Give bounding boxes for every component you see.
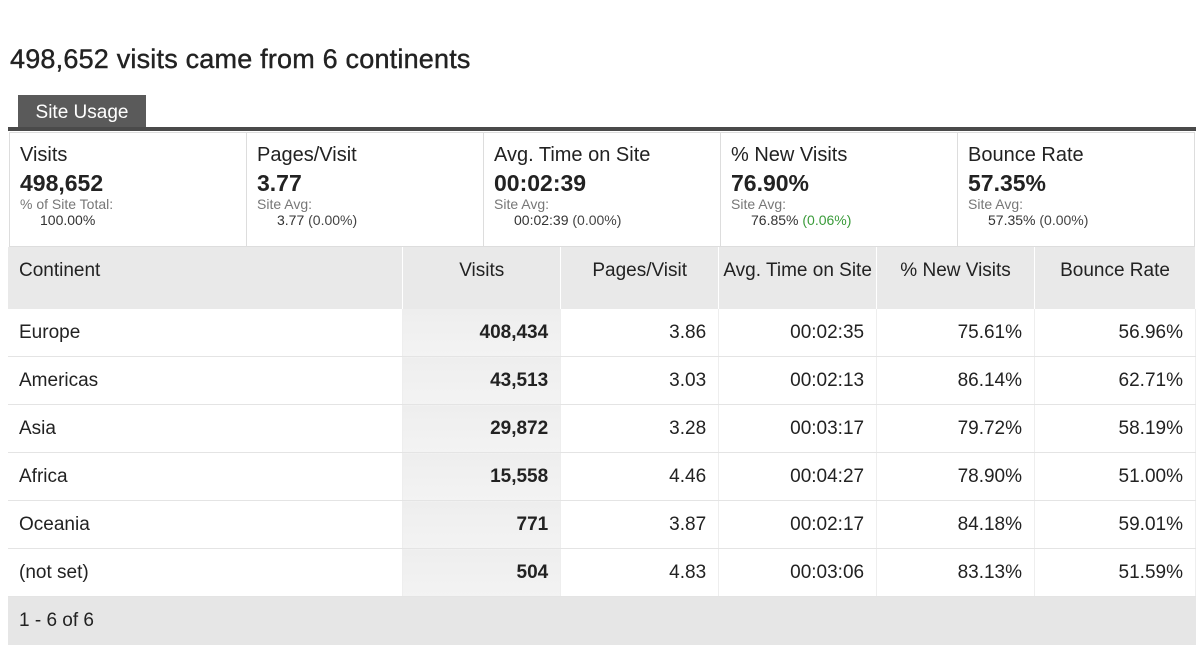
metric-sub: 3.77 (0.00%) bbox=[257, 212, 483, 228]
table-row: Americas 43,513 3.03 00:02:13 86.14% 62.71% bbox=[8, 356, 1196, 405]
continent-cell: Europe bbox=[8, 309, 404, 357]
tab[interactable]: Site Usage bbox=[18, 95, 146, 128]
metric-cell: 4.46 bbox=[560, 452, 720, 501]
metric-cell: 56.96% bbox=[1034, 309, 1196, 357]
metric-cell: 00:03:17 bbox=[718, 404, 878, 453]
metric-cell: 00:02:13 bbox=[718, 356, 878, 405]
metric-cell: 4.83 bbox=[560, 548, 720, 597]
metric-cell: 00:04:27 bbox=[718, 452, 878, 501]
table-footer: 1 - 6 of 6 bbox=[8, 596, 1196, 645]
continent-cell: Americas bbox=[8, 356, 404, 405]
metric-cell: 3.28 bbox=[560, 404, 720, 453]
pagination: 1 - 6 of 6 bbox=[8, 596, 1196, 645]
continent-cell: (not set) bbox=[8, 548, 404, 597]
page-title: 498,652 visits came from 6 continents bbox=[10, 44, 471, 74]
metric-sub: 00:02:39 (0.00%) bbox=[494, 212, 720, 228]
metric-label: Bounce Rate bbox=[968, 144, 1084, 166]
metric-cell: 75.61% bbox=[876, 309, 1036, 357]
metric-cell: 504 bbox=[402, 548, 562, 597]
metric-sub: 76.85% (0.06%) bbox=[731, 212, 957, 228]
metric-cell: 00:03:06 bbox=[718, 548, 878, 597]
continent-cell: Oceania bbox=[8, 500, 404, 549]
metric-cell: 29,872 bbox=[402, 404, 562, 453]
metric-sub-value: 57.35% bbox=[988, 212, 1036, 228]
metric-value: 3.77 bbox=[257, 170, 302, 196]
metric-value: 57.35% bbox=[968, 170, 1047, 196]
metric-cell: 62.71% bbox=[1034, 356, 1196, 405]
metric-cell: 51.00% bbox=[1034, 452, 1196, 501]
metric-sub-change: (0.06%) bbox=[802, 212, 852, 228]
column-header[interactable]: Continent bbox=[8, 247, 404, 309]
metric-value: 76.90% bbox=[731, 170, 810, 196]
summary-card: Avg. Time on Site 00:02:39 Site Avg: 00:02:… bbox=[484, 133, 721, 246]
summary-card: Visits 498,652% of Site Total: 100.00% bbox=[10, 133, 247, 246]
summary-card: % New Visits 76.90% Site Avg: 76.85% (0.06%… bbox=[721, 133, 958, 246]
metric-sub: 100.00% bbox=[20, 212, 246, 228]
metric-cell: 3.86 bbox=[560, 309, 720, 357]
metric-cell: 78.90% bbox=[876, 452, 1036, 501]
metric-cell: 408,434 bbox=[402, 309, 562, 357]
metric-cell: 15,558 bbox=[402, 452, 562, 501]
metric-value: 498,652 bbox=[20, 170, 104, 196]
data-table: Continent Visits Pages/Visit Avg. Time on S… bbox=[8, 247, 1196, 645]
metric-cell: 771 bbox=[402, 500, 562, 549]
metric-label: % New Visits bbox=[731, 144, 848, 166]
metric-cell: 83.13% bbox=[876, 548, 1036, 597]
metric-sub-value: 76.85% bbox=[751, 212, 799, 228]
table-row: Asia 29,872 3.28 00:03:17 79.72% 58.19% bbox=[8, 404, 1196, 453]
summary-card: Bounce Rate 57.35% Site Avg: 57.35% (0.00%) bbox=[958, 133, 1194, 246]
table-row: Europe 408,434 3.86 00:02:35 75.61% 56.96% bbox=[8, 309, 1196, 357]
metric-cell: 84.18% bbox=[876, 500, 1036, 549]
metric-label: Avg. Time on Site bbox=[494, 144, 651, 166]
continent-cell: Asia bbox=[8, 404, 404, 453]
header-row: Continent Visits Pages/Visit Avg. Time on S… bbox=[8, 247, 1196, 309]
metric-sub-label: Site Avg: bbox=[494, 196, 550, 212]
column-header[interactable]: Bounce Rate bbox=[1034, 247, 1196, 309]
metric-cell: 00:02:35 bbox=[718, 309, 878, 357]
continent-cell: Africa bbox=[8, 452, 404, 501]
table-row: Africa 15,558 4.46 00:04:27 78.90% 51.00% bbox=[8, 452, 1196, 501]
metric-sub-value: 3.77 bbox=[277, 212, 305, 228]
metric-sub-label: Site Avg: bbox=[731, 196, 787, 212]
metric-cell: 3.87 bbox=[560, 500, 720, 549]
metric-value: 00:02:39 bbox=[494, 170, 587, 196]
table-row: (not set) 504 4.83 00:03:06 83.13% 51.59% bbox=[8, 548, 1196, 597]
metric-sub-change: (0.00%) bbox=[572, 212, 622, 228]
column-header[interactable]: % New Visits bbox=[876, 247, 1036, 309]
metric-sub-label: Site Avg: bbox=[968, 196, 1024, 212]
metric-cell: 43,513 bbox=[402, 356, 562, 405]
metric-label: Pages/Visit bbox=[257, 144, 357, 166]
column-header[interactable]: Pages/Visit bbox=[560, 247, 720, 309]
metric-cell: 86.14% bbox=[876, 356, 1036, 405]
metric-sub-change: (0.00%) bbox=[308, 212, 358, 228]
metric-sub: 57.35% (0.00%) bbox=[968, 212, 1194, 228]
metric-cell: 58.19% bbox=[1034, 404, 1196, 453]
table-row: Oceania 771 3.87 00:02:17 84.18% 59.01% bbox=[8, 500, 1196, 549]
metric-sub-value: 00:02:39 bbox=[514, 212, 569, 228]
metric-sub-label: % of Site Total: bbox=[20, 196, 114, 212]
metric-sub-change: (0.00%) bbox=[1039, 212, 1089, 228]
tab-rule bbox=[8, 127, 1196, 131]
metric-label: Visits bbox=[20, 144, 68, 166]
metric-cell: 79.72% bbox=[876, 404, 1036, 453]
summary: Visits 498,652% of Site Total: 100.00% Page… bbox=[9, 132, 1195, 247]
metric-cell: 51.59% bbox=[1034, 548, 1196, 597]
column-header[interactable]: Visits bbox=[402, 247, 562, 309]
metric-cell: 00:02:17 bbox=[718, 500, 878, 549]
metric-cell: 59.01% bbox=[1034, 500, 1196, 549]
column-header[interactable]: Avg. Time on Site bbox=[718, 247, 878, 309]
metric-sub-value: 100.00% bbox=[40, 212, 96, 228]
summary-card: Pages/Visit 3.77 Site Avg: 3.77 (0.00%) bbox=[247, 133, 484, 246]
metric-sub-label: Site Avg: bbox=[257, 196, 313, 212]
metric-cell: 3.03 bbox=[560, 356, 720, 405]
